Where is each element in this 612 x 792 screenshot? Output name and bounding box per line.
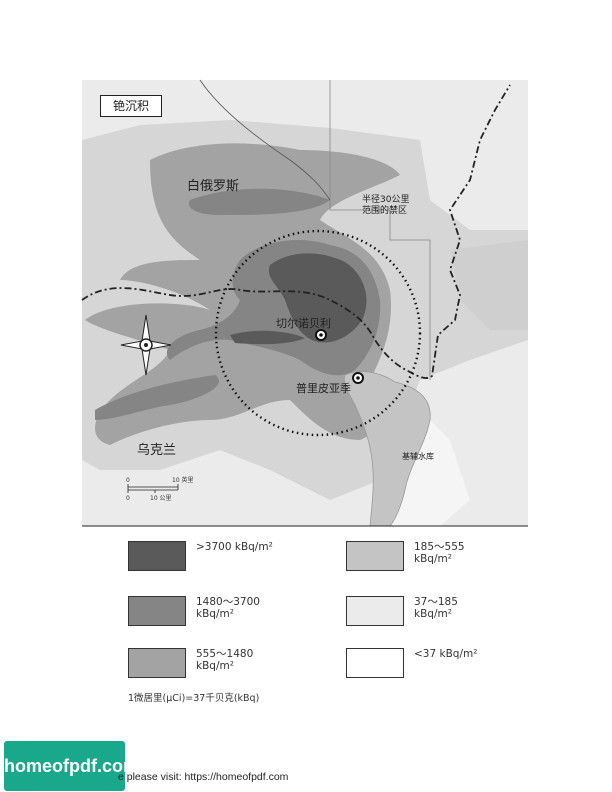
legend-swatch bbox=[346, 541, 404, 571]
contamination-over-3700 bbox=[268, 253, 367, 343]
chernobyl-marker-dot bbox=[319, 333, 323, 337]
scale-top-end: 10 英里 bbox=[172, 476, 194, 484]
compass-rose-icon bbox=[120, 314, 172, 376]
scale-bottom-end: 10 公里 bbox=[150, 495, 172, 502]
scale-bottom-zero: 0 bbox=[126, 495, 130, 502]
label-belarus: 白俄罗斯 bbox=[187, 178, 239, 194]
legend-label: <37 kBq/m² bbox=[414, 648, 478, 660]
legend-item: 555～1480 kBq/m² bbox=[128, 648, 253, 678]
legend-label: >3700 kBq/m² bbox=[196, 541, 273, 553]
label-exclusion-zone: 半径30公里 范围的禁区 bbox=[362, 193, 412, 216]
label-reservoir: 基辅水库 bbox=[402, 451, 434, 461]
legend-item: >3700 kBq/m² bbox=[128, 541, 273, 571]
legend-swatch bbox=[128, 596, 186, 626]
contamination-over-3700-streak bbox=[230, 330, 305, 345]
kiev-reservoir bbox=[343, 371, 431, 527]
label-pripyat: 普里皮亚季 bbox=[296, 381, 351, 395]
legend-swatch bbox=[346, 648, 404, 678]
legend-label: 37～185 kBq/m² bbox=[414, 596, 458, 620]
legend-item: 1480～3700 kBq/m² bbox=[128, 596, 260, 626]
legend-swatch bbox=[346, 596, 404, 626]
footer-link-text[interactable]: e please visit: https://homeofpdf.com bbox=[118, 771, 289, 783]
legend-swatch bbox=[128, 648, 186, 678]
legend-label: 1480～3700 kBq/m² bbox=[196, 596, 260, 620]
label-chernobyl: 切尔诺贝利 bbox=[276, 317, 331, 330]
watermark-logo[interactable]: homeofpdf.com bbox=[4, 741, 139, 791]
river-line bbox=[199, 79, 331, 201]
contamination-185-555-east bbox=[450, 240, 528, 330]
border-line bbox=[81, 84, 511, 379]
legend-label: 555～1480 kBq/m² bbox=[196, 648, 254, 672]
map-title: 铯沉积 bbox=[100, 95, 162, 117]
pripyat-marker-dot bbox=[356, 376, 360, 380]
contamination-1480-3700-band bbox=[189, 188, 330, 215]
exclusion-radius-circle bbox=[214, 229, 422, 437]
legend-item: 37～185 kBq/m² bbox=[346, 596, 458, 626]
legend-item: 185～555 kBq/m² bbox=[346, 541, 465, 571]
legend-item: <37 kBq/m² bbox=[346, 648, 477, 678]
contamination-1480-3700-sw bbox=[95, 375, 219, 420]
exclusion-zone-outline bbox=[329, 80, 431, 380]
legend-label: 185～555 kBq/m² bbox=[414, 541, 465, 565]
scale-top-zero: 0 bbox=[126, 477, 130, 484]
legend-swatch bbox=[128, 541, 186, 571]
unit-note: 1微居里(μCi)=37千贝克(kBq) bbox=[128, 693, 260, 704]
scale-bar bbox=[127, 484, 179, 493]
label-ukraine: 乌克兰 bbox=[137, 442, 176, 458]
